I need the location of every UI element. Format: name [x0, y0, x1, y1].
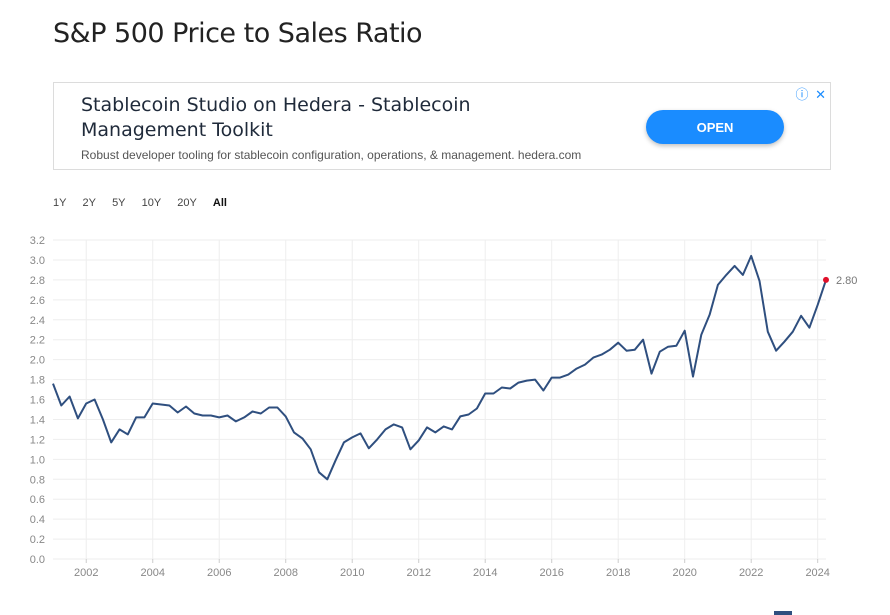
- last-point-marker: [823, 276, 829, 283]
- page-title: S&P 500 Price to Sales Ratio: [53, 18, 423, 49]
- x-tick-label: 2024: [805, 567, 829, 579]
- x-tick-label: 2016: [539, 567, 563, 579]
- ad-banner[interactable]: Stablecoin Studio on Hedera - Stablecoin…: [53, 82, 831, 170]
- range-selector: 1Y 2Y 5Y 10Y 20Y All: [53, 197, 240, 209]
- scroll-indicator: [774, 611, 792, 615]
- y-tick-label: 0.8: [30, 474, 45, 486]
- info-icon[interactable]: ⓘ: [795, 87, 809, 102]
- range-button-all[interactable]: All: [212, 197, 227, 209]
- y-tick-label: 3.0: [30, 255, 45, 267]
- ad-headline[interactable]: Stablecoin Studio on Hedera - Stablecoin…: [81, 94, 471, 141]
- y-tick-label: 1.0: [30, 454, 45, 466]
- y-tick-label: 0.0: [30, 554, 45, 566]
- x-tick-label: 2006: [207, 567, 231, 579]
- x-tick-label: 2004: [140, 567, 164, 579]
- y-tick-label: 0.2: [30, 534, 45, 546]
- range-button-20y[interactable]: 20Y: [177, 197, 197, 209]
- y-tick-label: 1.4: [30, 414, 45, 426]
- y-tick-label: 0.6: [30, 494, 45, 506]
- y-tick-label: 2.0: [30, 355, 45, 367]
- x-tick-label: 2022: [739, 567, 763, 579]
- price-to-sales-chart: 0.0 0.2 0.4 0.6 0.8 1.0 1.2 1.4 1.6 1.8 2.0 2.2 2.4 2…: [30, 235, 858, 579]
- last-value-label: 2.80: [836, 275, 857, 287]
- y-tick-label: 2.4: [30, 315, 45, 327]
- x-tick-label: 2002: [74, 567, 98, 579]
- close-icon[interactable]: ✕: [815, 87, 826, 102]
- x-tick-label: 2014: [473, 567, 497, 579]
- y-tick-label: 2.6: [30, 295, 45, 307]
- ad-open-button[interactable]: OPEN: [646, 110, 784, 144]
- y-tick-label: 0.4: [30, 514, 45, 526]
- x-tick-label: 2020: [672, 567, 696, 579]
- y-tick-label: 3.2: [30, 235, 45, 247]
- y-tick-label: 1.2: [30, 434, 45, 446]
- y-tick-label: 2.2: [30, 335, 45, 347]
- range-button-2y[interactable]: 2Y: [82, 197, 96, 209]
- x-tick-label: 2018: [606, 567, 630, 579]
- y-tick-label: 2.8: [30, 275, 45, 287]
- y-tick-label: 1.8: [30, 375, 45, 387]
- series-line: [52, 254, 827, 481]
- x-tick-label: 2012: [406, 567, 430, 579]
- y-tick-label: 1.6: [30, 395, 45, 407]
- range-button-10y[interactable]: 10Y: [141, 197, 162, 209]
- ad-controls: ⓘ ✕: [792, 84, 826, 103]
- ad-description: Robust developer tooling for stablecoin …: [81, 148, 582, 162]
- range-button-1y[interactable]: 1Y: [53, 197, 67, 209]
- x-tick-label: 2008: [273, 567, 297, 579]
- range-button-5y[interactable]: 5Y: [112, 197, 126, 209]
- x-tick-label: 2010: [340, 567, 364, 579]
